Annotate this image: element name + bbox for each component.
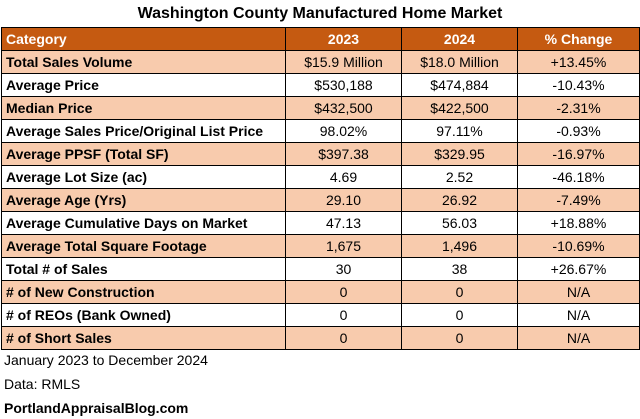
- table-row: # of REOs (Bank Owned) 0 0 N/A: [1, 303, 640, 327]
- row-label: Average Lot Size (ac): [1, 165, 286, 189]
- value-2023: 1,675: [285, 234, 402, 258]
- value-2024: 1,496: [401, 234, 518, 258]
- table-header-row: Category 2023 2024 % Change: [1, 27, 640, 51]
- table-row: Total # of Sales 30 38 +26.67%: [1, 257, 640, 281]
- value-2024: 56.03: [401, 211, 518, 235]
- value-change: -7.49%: [517, 188, 640, 212]
- value-2023: 0: [285, 303, 402, 327]
- value-change: +13.45%: [517, 50, 640, 74]
- table-row: Average Lot Size (ac) 4.69 2.52 -46.18%: [1, 165, 640, 189]
- value-2023: 47.13: [285, 211, 402, 235]
- table-row: # of New Construction 0 0 N/A: [1, 280, 640, 304]
- value-change: -0.93%: [517, 119, 640, 143]
- row-label: Average PPSF (Total SF): [1, 142, 286, 166]
- value-change: N/A: [517, 326, 640, 350]
- value-2024: $329.95: [401, 142, 518, 166]
- value-2023: 29.10: [285, 188, 402, 212]
- market-table: Category 2023 2024 % Change Total Sales …: [1, 27, 640, 350]
- table-row: Average Price $530,188 $474,884 -10.43%: [1, 73, 640, 97]
- row-label: Total Sales Volume: [1, 50, 286, 74]
- table-row: Average Age (Yrs) 29.10 26.92 -7.49%: [1, 188, 640, 212]
- row-label: Median Price: [1, 96, 286, 120]
- value-change: -46.18%: [517, 165, 640, 189]
- row-label: Average Total Square Footage: [1, 234, 286, 258]
- table-row: Average Total Square Footage 1,675 1,496…: [1, 234, 640, 258]
- value-change: -10.69%: [517, 234, 640, 258]
- value-2024: $422,500: [401, 96, 518, 120]
- value-change: -16.97%: [517, 142, 640, 166]
- value-2023: 0: [285, 326, 402, 350]
- value-2024: 0: [401, 326, 518, 350]
- site-credit: PortlandAppraisalBlog.com: [4, 400, 189, 416]
- table-row: Average Cumulative Days on Market 47.13 …: [1, 211, 640, 235]
- table-row: Average Sales Price/Original List Price …: [1, 119, 640, 143]
- value-change: +26.67%: [517, 257, 640, 281]
- value-2024: 0: [401, 280, 518, 304]
- value-2024: 97.11%: [401, 119, 518, 143]
- value-2024: 0: [401, 303, 518, 327]
- value-2024: $18.0 Million: [401, 50, 518, 74]
- date-range-note: January 2023 to December 2024: [4, 352, 208, 368]
- table-title: Washington County Manufactured Home Mark…: [137, 5, 503, 22]
- row-label: Average Cumulative Days on Market: [1, 211, 286, 235]
- data-source-note: Data: RMLS: [4, 376, 81, 392]
- value-change: N/A: [517, 303, 640, 327]
- table-row: Median Price $432,500 $422,500 -2.31%: [1, 96, 640, 120]
- value-2023: 0: [285, 280, 402, 304]
- value-2023: $15.9 Million: [285, 50, 402, 74]
- value-2023: 30: [285, 257, 402, 281]
- row-label: Average Sales Price/Original List Price: [1, 119, 286, 143]
- value-2023: 4.69: [285, 165, 402, 189]
- row-label: # of New Construction: [1, 280, 286, 304]
- value-2023: $530,188: [285, 73, 402, 97]
- value-change: +18.88%: [517, 211, 640, 235]
- value-2023: 98.02%: [285, 119, 402, 143]
- row-label: Total # of Sales: [1, 257, 286, 281]
- value-2024: 26.92: [401, 188, 518, 212]
- value-2023: $432,500: [285, 96, 402, 120]
- value-2024: $474,884: [401, 73, 518, 97]
- value-2023: $397.38: [285, 142, 402, 166]
- header-2023: 2023: [285, 27, 402, 51]
- value-2024: 2.52: [401, 165, 518, 189]
- row-label: Average Age (Yrs): [1, 188, 286, 212]
- row-label: # of Short Sales: [1, 326, 286, 350]
- row-label: Average Price: [1, 73, 286, 97]
- header-change: % Change: [517, 27, 640, 51]
- value-change: -10.43%: [517, 73, 640, 97]
- value-2024: 38: [401, 257, 518, 281]
- table-row: Average PPSF (Total SF) $397.38 $329.95 …: [1, 142, 640, 166]
- value-change: N/A: [517, 280, 640, 304]
- row-label: # of REOs (Bank Owned): [1, 303, 286, 327]
- table-row: Total Sales Volume $15.9 Million $18.0 M…: [1, 50, 640, 74]
- header-2024: 2024: [401, 27, 518, 51]
- value-change: -2.31%: [517, 96, 640, 120]
- table-row: # of Short Sales 0 0 N/A: [1, 326, 640, 350]
- header-category: Category: [1, 27, 286, 51]
